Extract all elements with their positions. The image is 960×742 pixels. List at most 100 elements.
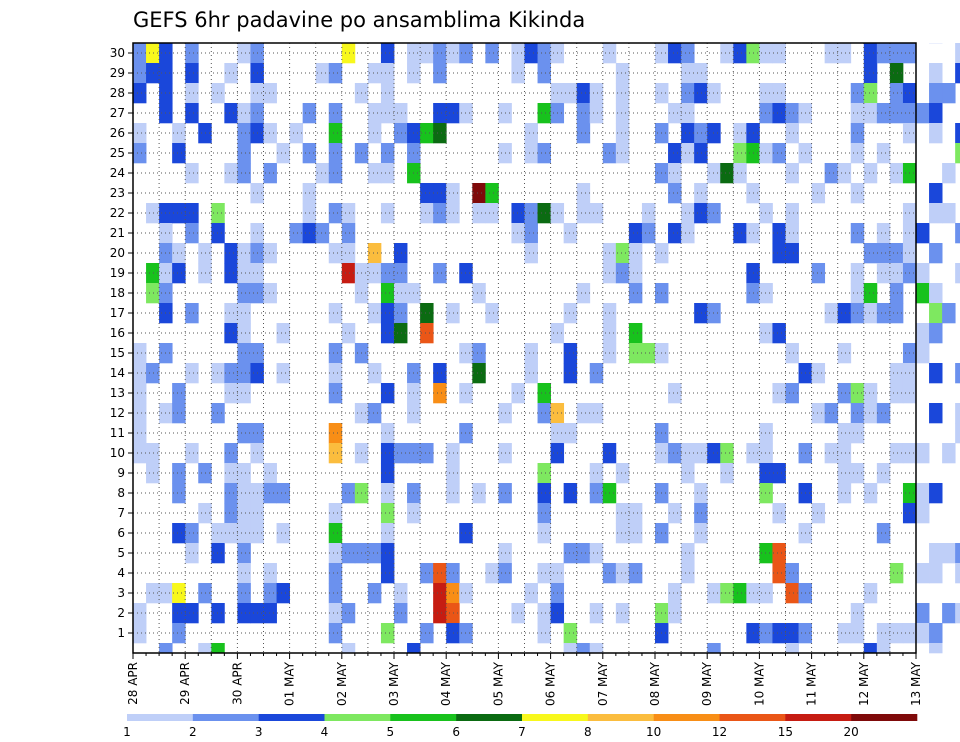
heatmap-cell — [524, 343, 538, 364]
heatmap-cell — [929, 403, 943, 424]
heatmap-cell — [367, 123, 382, 144]
heatmap-cell — [824, 303, 839, 324]
y-tick-label: 6 — [117, 526, 125, 540]
heatmap-cell — [380, 563, 395, 584]
heatmap-cell — [446, 563, 460, 584]
dotted-gridlines — [133, 43, 916, 653]
x-tick-label: 03 MAY — [387, 661, 401, 706]
heatmap-cell — [668, 43, 682, 64]
colorbar-swatch — [324, 714, 391, 721]
y-tick-label: 9 — [117, 466, 125, 480]
heatmap-cell — [955, 543, 960, 564]
heatmap-cell — [576, 123, 591, 144]
heatmap-cell — [772, 43, 786, 64]
heatmap-cell — [380, 283, 395, 304]
heatmap-cell — [263, 123, 277, 144]
heatmap-cell — [785, 103, 799, 124]
heatmap-cell — [511, 43, 525, 64]
heatmap-cell — [641, 223, 656, 244]
y-tick-label: 1 — [117, 626, 125, 640]
heatmap-cell — [668, 163, 682, 184]
heatmap-cell — [341, 603, 356, 624]
heatmap-cell — [628, 343, 643, 364]
heatmap-cell — [133, 363, 147, 384]
heatmap-cell — [446, 483, 460, 504]
heatmap-cell — [694, 183, 708, 204]
heatmap-cell — [380, 143, 395, 164]
heatmap-cell — [628, 323, 643, 344]
heatmap-cell — [485, 203, 499, 224]
heatmap-cell — [211, 363, 225, 384]
heatmap-cell — [916, 623, 930, 644]
heatmap-cell — [146, 363, 160, 384]
colorbar-label: 5 — [387, 725, 395, 739]
heatmap-cell — [576, 203, 591, 224]
heatmap-cell — [211, 83, 225, 104]
heatmap-cell — [863, 483, 878, 504]
y-tick-label: 17 — [110, 306, 125, 320]
heatmap-cell — [433, 363, 447, 384]
heatmap-cell — [380, 423, 395, 444]
heatmap-cell — [837, 443, 852, 464]
heatmap-cell — [146, 263, 160, 284]
heatmap-cell — [668, 443, 682, 464]
heatmap-cell — [172, 603, 186, 624]
heatmap-cell — [237, 523, 251, 544]
heatmap-cell — [380, 163, 395, 184]
heatmap-cell — [224, 363, 238, 384]
heatmap-cell — [929, 103, 943, 124]
heatmap-cell — [720, 463, 734, 484]
colorbar-label: 15 — [778, 725, 793, 739]
heatmap-cell — [211, 203, 225, 224]
heatmap-cell — [394, 103, 408, 124]
y-tick-label: 25 — [110, 146, 125, 160]
heatmap-cell — [146, 463, 160, 484]
heatmap-cell — [929, 283, 943, 304]
heatmap-cell — [211, 523, 225, 544]
heatmap-cell — [433, 603, 447, 624]
heatmap-cell — [315, 223, 330, 244]
heatmap-cell — [433, 563, 447, 584]
heatmap-cell — [876, 303, 891, 324]
heatmap-cell — [146, 203, 160, 224]
heatmap-cell — [668, 183, 682, 204]
heatmap-cell — [785, 623, 799, 644]
heatmap-cell — [472, 343, 486, 364]
heatmap-cell — [133, 63, 147, 84]
heatmap-cell — [172, 263, 186, 284]
heatmap-cell — [146, 443, 160, 464]
heatmap-cell — [172, 583, 186, 604]
heatmap-cell — [876, 223, 891, 244]
heatmap-cell — [224, 463, 238, 484]
colorbar-label: 1 — [123, 725, 131, 739]
heatmap-cell — [681, 463, 695, 484]
colorbar-swatch — [258, 714, 325, 721]
heatmap-cell — [916, 343, 930, 364]
heatmap-cell — [328, 363, 343, 384]
heatmap-cell — [289, 223, 304, 244]
heatmap-cell — [929, 323, 943, 344]
heatmap-cell — [185, 83, 199, 104]
heatmap-cell — [889, 63, 904, 84]
heatmap-cell — [942, 303, 956, 324]
heatmap-cell — [615, 243, 630, 264]
heatmap-cell — [772, 243, 786, 264]
heatmap-cell — [811, 363, 826, 384]
heatmap-cell — [341, 483, 356, 504]
heatmap-cell — [876, 403, 891, 424]
heatmap-cell — [328, 603, 343, 624]
heatmap-cell — [237, 143, 251, 164]
heatmap-cell — [524, 203, 538, 224]
heatmap-cell — [876, 623, 891, 644]
y-tick-label: 18 — [110, 286, 125, 300]
heatmap-cell — [446, 463, 460, 484]
colorbar-swatch — [456, 714, 523, 721]
heatmap-cell — [328, 583, 343, 604]
heatmap-cell — [172, 523, 186, 544]
heatmap-cell — [759, 443, 773, 464]
heatmap-cell — [537, 623, 551, 644]
heatmap-cell — [955, 603, 960, 624]
heatmap-cell — [785, 343, 799, 364]
heatmap-cell — [237, 503, 251, 524]
heatmap-cell — [863, 63, 878, 84]
